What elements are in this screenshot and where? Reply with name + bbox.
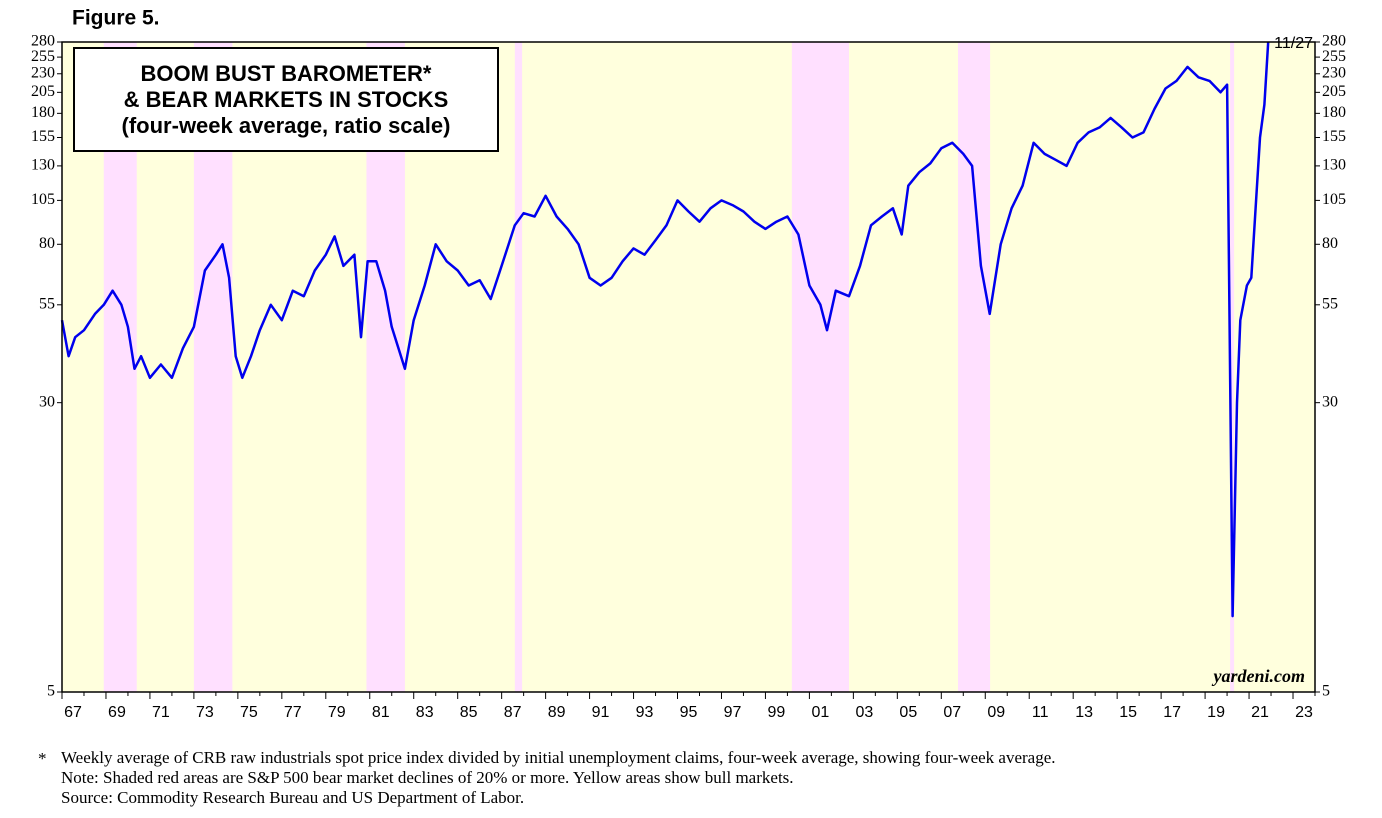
title-line: BOOM BUST BAROMETER* [141, 61, 432, 86]
title-line: (four-week average, ratio scale) [122, 113, 451, 138]
y-tick-label: 155 [31, 128, 55, 145]
bear-market [514, 42, 523, 692]
y-tick-label-right: 155 [1322, 128, 1346, 145]
y-tick-label: 180 [31, 104, 55, 121]
x-tick-label: 01 [811, 704, 829, 721]
y-tick-label-right: 30 [1322, 393, 1338, 410]
x-tick-label: 95 [680, 704, 698, 721]
x-tick-label: 81 [372, 704, 390, 721]
y-tick-label: 30 [39, 393, 55, 410]
y-tick-label-right: 180 [1322, 104, 1346, 121]
x-tick-label: 97 [724, 704, 742, 721]
data-line [60, 41, 1270, 618]
x-tick-label: 07 [943, 704, 961, 721]
y-tick-label: 105 [31, 191, 55, 208]
x-tick-label: 71 [152, 704, 170, 721]
y-tick-label: 5 [47, 683, 55, 700]
title-line: & BEAR MARKETS IN STOCKS [124, 87, 449, 112]
x-tick-label: 77 [284, 704, 302, 721]
source-mark: yardeni.com [1212, 666, 1306, 686]
footnote-marker: * [38, 749, 47, 768]
x-tick-label: 87 [504, 704, 522, 721]
x-tick-label: 67 [64, 704, 82, 721]
x-tick-label: 05 [899, 704, 917, 721]
x-tick-label: 85 [460, 704, 478, 721]
y-tick-label: 130 [31, 157, 55, 174]
y-tick-label: 255 [31, 48, 55, 65]
y-tick-label: 80 [39, 235, 55, 252]
x-tick-label: 89 [548, 704, 566, 721]
x-tick-label: 91 [592, 704, 610, 721]
y-tick-label: 230 [31, 64, 55, 81]
x-tick-label: 03 [855, 704, 873, 721]
x-tick-label: 83 [416, 704, 434, 721]
title-box [73, 47, 499, 152]
y-tick-label: 205 [31, 83, 55, 100]
bear-market [791, 42, 849, 692]
footnote: Note: Shaded red areas are S&P 500 bear … [61, 768, 794, 787]
x-tick-label: 99 [768, 704, 786, 721]
x-tick-label: 93 [636, 704, 654, 721]
y-tick-label-right: 230 [1322, 64, 1346, 81]
x-tick-label: 23 [1295, 704, 1313, 721]
y-tick-label-right: 5 [1322, 683, 1330, 700]
footnote: Source: Commodity Research Bureau and US… [61, 788, 524, 807]
x-tick-label: 75 [240, 704, 258, 721]
y-tick-label: 55 [39, 295, 55, 312]
y-tick-label-right: 80 [1322, 235, 1338, 252]
x-tick-label: 09 [987, 704, 1005, 721]
annotation: 11/27 [1274, 35, 1313, 52]
x-tick-label: 17 [1163, 704, 1181, 721]
figure-label: Figure 5. [72, 7, 160, 30]
bear-market [958, 42, 991, 692]
footnote: Weekly average of CRB raw industrials sp… [61, 748, 1056, 767]
y-tick-label-right: 130 [1322, 157, 1346, 174]
bear-market [1230, 42, 1235, 692]
x-tick-label: 69 [108, 704, 126, 721]
y-tick-label-right: 105 [1322, 191, 1346, 208]
y-tick-label-right: 55 [1322, 295, 1338, 312]
x-tick-label: 13 [1075, 704, 1093, 721]
plot-frame [61, 41, 1316, 693]
x-tick-label: 73 [196, 704, 214, 721]
x-tick-label: 79 [328, 704, 346, 721]
y-tick-label-right: 280 [1322, 33, 1346, 50]
x-tick-label: 21 [1251, 704, 1269, 721]
x-tick-label: 19 [1207, 704, 1225, 721]
y-tick-label-right: 205 [1322, 83, 1346, 100]
y-tick-label-right: 255 [1322, 48, 1346, 65]
y-tick-label: 280 [31, 33, 55, 50]
x-tick-label: 11 [1032, 704, 1049, 721]
x-tick-label: 15 [1119, 704, 1137, 721]
